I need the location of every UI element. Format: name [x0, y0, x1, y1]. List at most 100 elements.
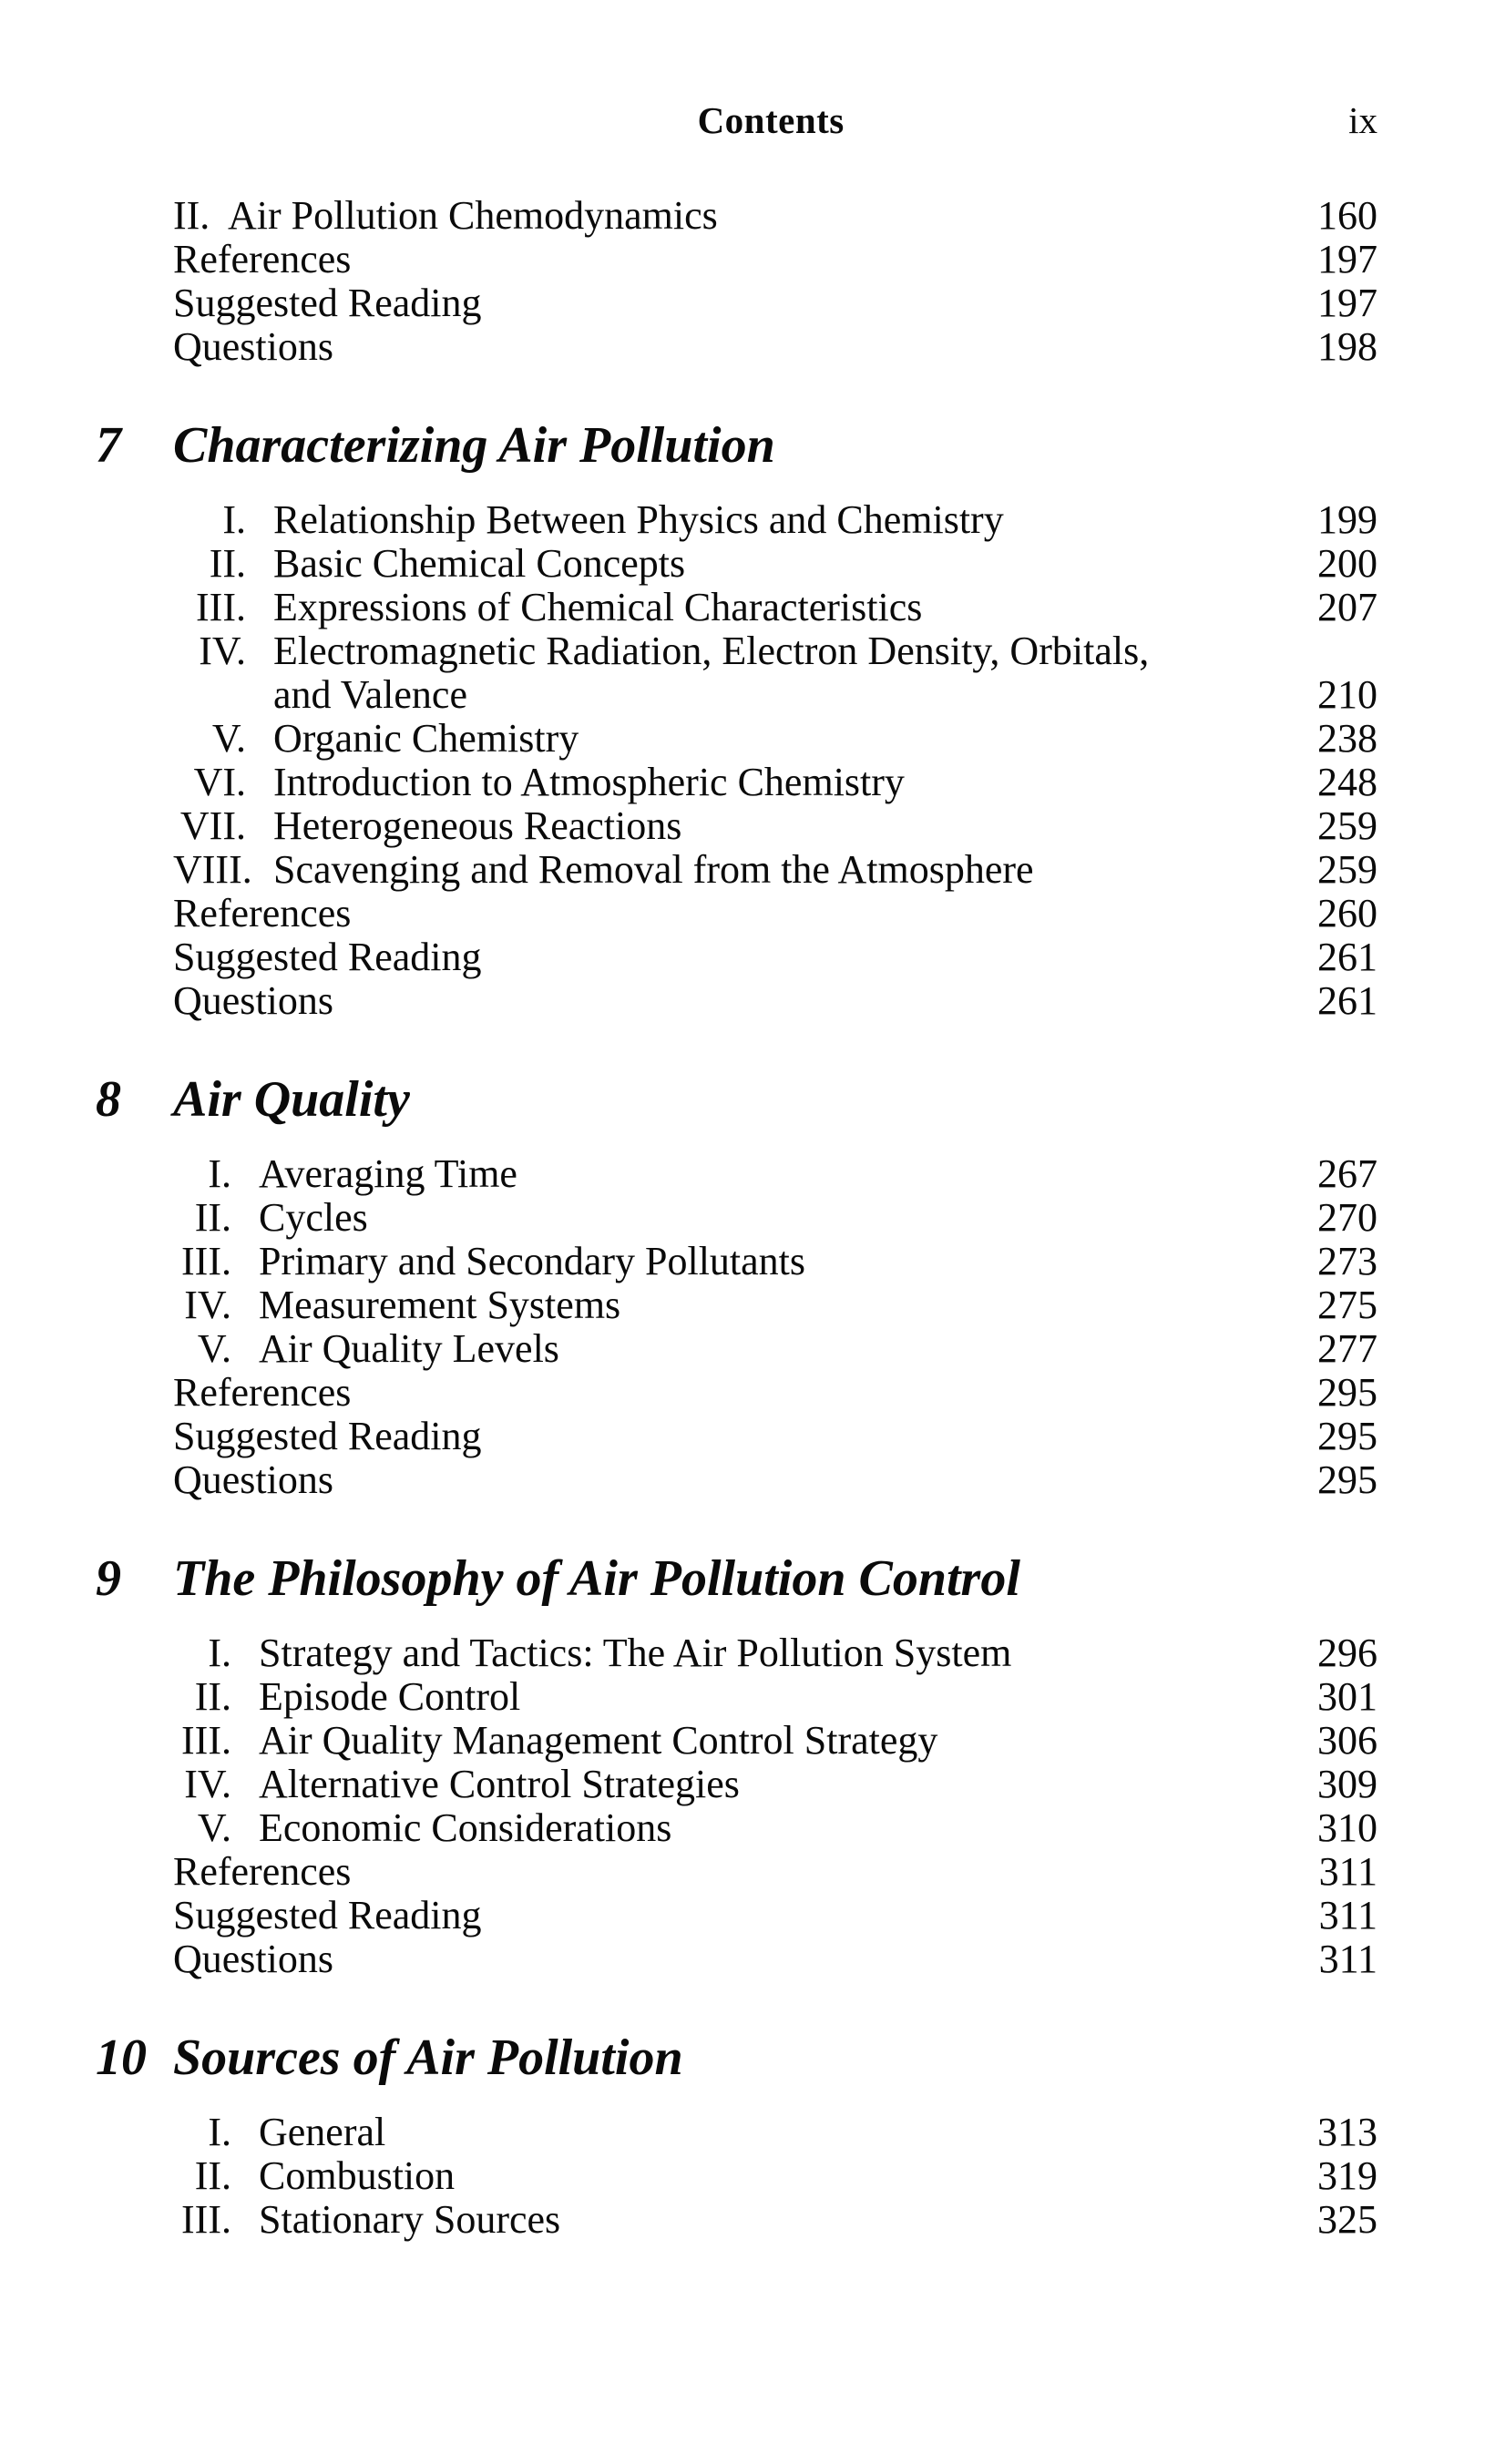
entry-label: Stationary Sources: [259, 2197, 561, 2242]
entry-label: Introduction to Atmospheric Chemistry: [273, 760, 905, 804]
entry-numeral: III.: [196, 585, 246, 629]
entry-page-number: 301: [1317, 1674, 1377, 1719]
entry-page-number: 261: [1317, 978, 1377, 1023]
entry-label: Questions: [173, 978, 333, 1023]
entry-label: Averaging Time: [259, 1151, 517, 1196]
entry-label: Questions: [173, 1457, 333, 1502]
entry-label: Combustion: [259, 2153, 456, 2198]
entry-label: Measurement Systems: [259, 1283, 621, 1327]
entry-numeral: I.: [208, 1631, 231, 1675]
entry-label: Economic Considerations: [259, 1805, 672, 1850]
toc-entry: Questions 311: [173, 1937, 1377, 1981]
entry-numeral: VIII.: [173, 847, 252, 892]
entry-numeral: IV.: [184, 1762, 231, 1806]
entry-label: Alternative Control Strategies: [259, 1762, 740, 1806]
entry-page-number: 259: [1317, 847, 1377, 892]
entry-page-number: 295: [1317, 1370, 1377, 1415]
entry-page-number: 311: [1318, 1893, 1377, 1937]
entry-page-number: 295: [1317, 1414, 1377, 1458]
entry-page-number: 325: [1317, 2197, 1377, 2242]
chapter-heading: 7 Characterizing Air Pollution: [96, 416, 1377, 475]
entry-numeral: I.: [222, 497, 246, 542]
entry-numeral: II.: [194, 2153, 231, 2198]
page-folio: ix: [1348, 99, 1377, 141]
toc-entry: I. Relationship Between Physics and Chem…: [173, 498, 1377, 542]
entry-label: References: [173, 891, 352, 936]
entry-page-number: 160: [1317, 193, 1377, 238]
entry-label: Scavenging and Removal from the Atmosphe…: [273, 847, 1034, 892]
entry-page-number: 309: [1317, 1762, 1377, 1806]
entry-label: Questions: [173, 1937, 333, 1981]
entry-numeral: IV.: [184, 1283, 231, 1327]
toc-entry: Suggested Reading 197: [173, 281, 1377, 325]
continuation-section: II. Air Pollution Chemodynamics 160 Refe…: [173, 194, 1377, 369]
entry-page-number: 207: [1317, 585, 1377, 629]
entry-page-number: 275: [1317, 1283, 1377, 1327]
running-header: Contents ix: [173, 95, 1377, 146]
toc-entry: Suggested Reading 295: [173, 1415, 1377, 1458]
entry-label: Suggested Reading: [173, 935, 482, 979]
entry-label: Primary and Secondary Pollutants: [259, 1239, 806, 1283]
entry-label: Episode Control: [259, 1674, 521, 1719]
toc-entry: References 260: [173, 892, 1377, 936]
entry-label: and Valence: [273, 672, 467, 717]
running-header-title: Contents: [697, 99, 845, 141]
entry-label: Air Quality Levels: [259, 1326, 559, 1371]
toc-entry: References 197: [173, 238, 1377, 281]
entry-numeral: I.: [208, 2110, 231, 2154]
chapter-number: 10: [96, 2029, 147, 2086]
entry-label: Suggested Reading: [173, 1414, 482, 1458]
entry-numeral: VII.: [179, 803, 246, 848]
chapter-section-10: 10 Sources of Air Pollution I. General 3…: [96, 2029, 1377, 2242]
entry-label: Strategy and Tactics: The Air Pollution …: [259, 1631, 1012, 1675]
entry-label: Air Pollution Chemodynamics: [228, 193, 718, 238]
entry-page-number: 259: [1317, 803, 1377, 848]
entry-page-number: 197: [1317, 281, 1377, 325]
toc-entry: II. Basic Chemical Concepts 200: [173, 542, 1377, 586]
toc-entry: References 295: [173, 1371, 1377, 1415]
entry-page-number: 260: [1317, 891, 1377, 936]
entry-numeral: III.: [181, 1239, 231, 1283]
toc-entry: Questions 295: [173, 1458, 1377, 1502]
toc-entry: III. Primary and Secondary Pollutants 27…: [173, 1240, 1377, 1283]
entry-label: Expressions of Chemical Characteristics: [273, 585, 923, 629]
chapter-title: The Philosophy of Air Pollution Control: [173, 1550, 1020, 1607]
entry-page-number: 313: [1317, 2110, 1377, 2154]
toc-entry: VI. Introduction to Atmospheric Chemistr…: [173, 761, 1377, 804]
entry-page-number: 295: [1317, 1457, 1377, 1502]
toc-entry: I. Averaging Time 267: [173, 1152, 1377, 1196]
entry-page-number: 319: [1317, 2153, 1377, 2198]
entry-page-number: 277: [1317, 1326, 1377, 1371]
toc-entry: V. Air Quality Levels 277: [173, 1327, 1377, 1371]
entry-numeral: V.: [211, 716, 246, 761]
toc-entry: III. Expressions of Chemical Characteris…: [173, 586, 1377, 629]
toc-entry: II. Air Pollution Chemodynamics 160: [173, 194, 1377, 238]
chapter-title: Air Quality: [173, 1071, 410, 1128]
entry-page-number: 270: [1317, 1195, 1377, 1240]
toc-entry: IV. Alternative Control Strategies 309: [173, 1763, 1377, 1806]
toc-entry: Questions 261: [173, 979, 1377, 1023]
entry-page-number: 311: [1318, 1937, 1377, 1981]
toc-entry: References 311: [173, 1850, 1377, 1894]
entry-label: Relationship Between Physics and Chemist…: [273, 497, 1004, 542]
entry-page-number: 311: [1318, 1849, 1377, 1894]
toc-entry: V. Organic Chemistry 238: [173, 717, 1377, 761]
entry-label: References: [173, 1849, 352, 1894]
chapter-title: Sources of Air Pollution: [173, 2029, 683, 2086]
entry-numeral: V.: [197, 1326, 231, 1371]
entry-label: Heterogeneous Reactions: [273, 803, 682, 848]
entry-numeral: V.: [197, 1805, 231, 1850]
toc-entry: and Valence 210: [173, 673, 1377, 717]
toc-entry: III. Air Quality Management Control Stra…: [173, 1719, 1377, 1763]
toc-entry: IV. Electromagnetic Radiation, Electron …: [173, 629, 1377, 673]
toc-entry: I. General 313: [173, 2111, 1377, 2154]
chapter-heading: 9 The Philosophy of Air Pollution Contro…: [96, 1549, 1377, 1608]
toc-entry: Questions 198: [173, 325, 1377, 369]
entry-page-number: 248: [1317, 760, 1377, 804]
toc-list: II. Air Pollution Chemodynamics 160 Refe…: [96, 150, 1377, 2242]
toc-entry: II. Episode Control 301: [173, 1675, 1377, 1719]
entry-page-number: 310: [1317, 1805, 1377, 1850]
entry-page-number: 296: [1317, 1631, 1377, 1675]
entry-label: References: [173, 1370, 352, 1415]
entry-numeral: III.: [181, 1718, 231, 1763]
